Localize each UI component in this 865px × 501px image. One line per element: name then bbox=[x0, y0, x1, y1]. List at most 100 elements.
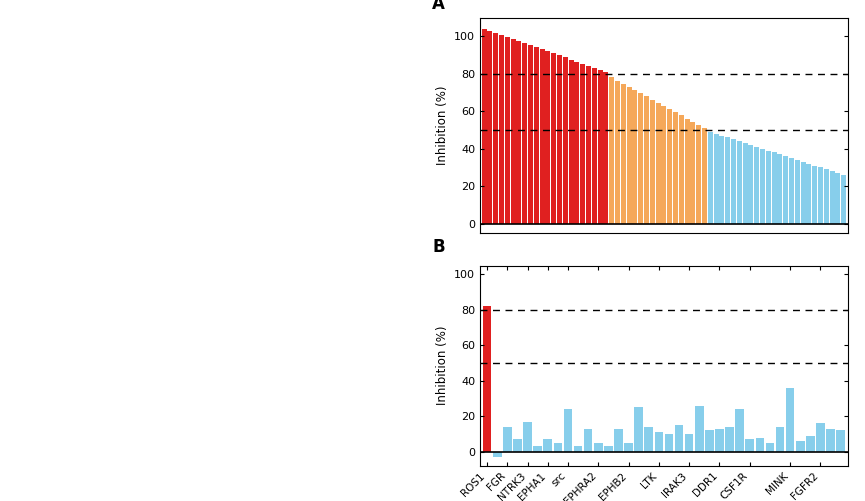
Text: A: A bbox=[432, 0, 445, 13]
Bar bbox=[725, 427, 734, 452]
Bar bbox=[754, 147, 759, 223]
Bar bbox=[513, 439, 522, 452]
Bar bbox=[705, 430, 714, 452]
Bar bbox=[528, 45, 533, 223]
Bar bbox=[667, 109, 672, 223]
Bar bbox=[702, 128, 707, 223]
Bar bbox=[789, 158, 794, 223]
Bar bbox=[584, 429, 593, 452]
Bar bbox=[604, 72, 608, 223]
Bar bbox=[783, 156, 788, 223]
Bar bbox=[534, 47, 539, 223]
Bar bbox=[503, 427, 511, 452]
Bar bbox=[836, 173, 840, 223]
Bar bbox=[737, 141, 741, 223]
Bar bbox=[586, 66, 591, 223]
Bar bbox=[650, 100, 655, 223]
Bar bbox=[638, 93, 644, 223]
Bar bbox=[632, 90, 638, 223]
Bar bbox=[801, 162, 805, 223]
Bar bbox=[755, 437, 764, 452]
Bar bbox=[543, 439, 552, 452]
Bar bbox=[806, 436, 815, 452]
Bar bbox=[742, 143, 747, 223]
Bar bbox=[664, 434, 673, 452]
Bar bbox=[551, 54, 556, 223]
Bar bbox=[557, 56, 562, 223]
Bar bbox=[778, 154, 782, 223]
Bar bbox=[594, 443, 603, 452]
Bar bbox=[483, 306, 491, 452]
Bar bbox=[690, 122, 695, 223]
Bar bbox=[626, 87, 631, 223]
Bar bbox=[621, 84, 625, 223]
Bar bbox=[564, 409, 573, 452]
Bar bbox=[499, 35, 504, 223]
Text: B: B bbox=[432, 237, 445, 256]
Bar bbox=[812, 165, 817, 223]
Bar bbox=[735, 409, 744, 452]
Y-axis label: Inhibition (%): Inhibition (%) bbox=[436, 86, 449, 165]
Bar bbox=[679, 115, 683, 223]
Bar bbox=[760, 149, 765, 223]
Bar bbox=[725, 137, 730, 223]
Bar bbox=[568, 60, 573, 223]
Y-axis label: Inhibition (%): Inhibition (%) bbox=[436, 326, 449, 405]
Bar bbox=[580, 64, 586, 223]
Bar bbox=[598, 70, 603, 223]
Bar bbox=[546, 51, 550, 223]
Bar bbox=[522, 43, 527, 223]
Bar bbox=[604, 446, 612, 452]
Bar bbox=[644, 97, 649, 223]
Bar bbox=[708, 132, 713, 223]
Bar bbox=[796, 441, 804, 452]
Bar bbox=[534, 446, 542, 452]
Bar bbox=[714, 134, 719, 223]
Bar bbox=[715, 429, 724, 452]
Bar bbox=[748, 145, 753, 223]
Bar bbox=[614, 429, 623, 452]
Bar bbox=[684, 119, 689, 223]
Bar bbox=[836, 430, 845, 452]
Bar bbox=[540, 49, 545, 223]
Bar bbox=[806, 164, 811, 223]
Bar bbox=[615, 81, 620, 223]
Bar bbox=[554, 443, 562, 452]
Bar bbox=[488, 31, 492, 223]
Bar bbox=[785, 388, 794, 452]
Bar bbox=[817, 423, 824, 452]
Bar bbox=[573, 446, 582, 452]
Bar bbox=[720, 136, 724, 223]
Bar bbox=[675, 425, 683, 452]
Bar bbox=[841, 175, 846, 223]
Bar bbox=[523, 422, 532, 452]
Bar bbox=[655, 432, 663, 452]
Bar bbox=[482, 29, 487, 223]
Bar bbox=[696, 125, 702, 223]
Bar bbox=[731, 139, 736, 223]
Bar bbox=[563, 58, 567, 223]
Bar bbox=[493, 33, 498, 223]
Bar bbox=[766, 150, 771, 223]
Bar bbox=[818, 167, 823, 223]
Bar bbox=[592, 68, 597, 223]
Bar bbox=[505, 37, 509, 223]
Bar bbox=[656, 103, 661, 223]
Bar bbox=[634, 407, 643, 452]
Bar bbox=[574, 62, 580, 223]
Bar bbox=[673, 112, 678, 223]
Bar bbox=[510, 39, 516, 223]
Bar bbox=[493, 452, 502, 457]
Bar bbox=[625, 443, 633, 452]
Bar bbox=[776, 427, 785, 452]
Bar bbox=[795, 160, 800, 223]
Bar bbox=[516, 41, 522, 223]
Bar bbox=[772, 152, 777, 223]
Bar bbox=[823, 169, 829, 223]
Bar bbox=[644, 427, 653, 452]
Bar bbox=[746, 439, 754, 452]
Bar bbox=[830, 171, 835, 223]
Bar bbox=[685, 434, 694, 452]
Bar bbox=[826, 429, 835, 452]
Bar bbox=[695, 406, 703, 452]
